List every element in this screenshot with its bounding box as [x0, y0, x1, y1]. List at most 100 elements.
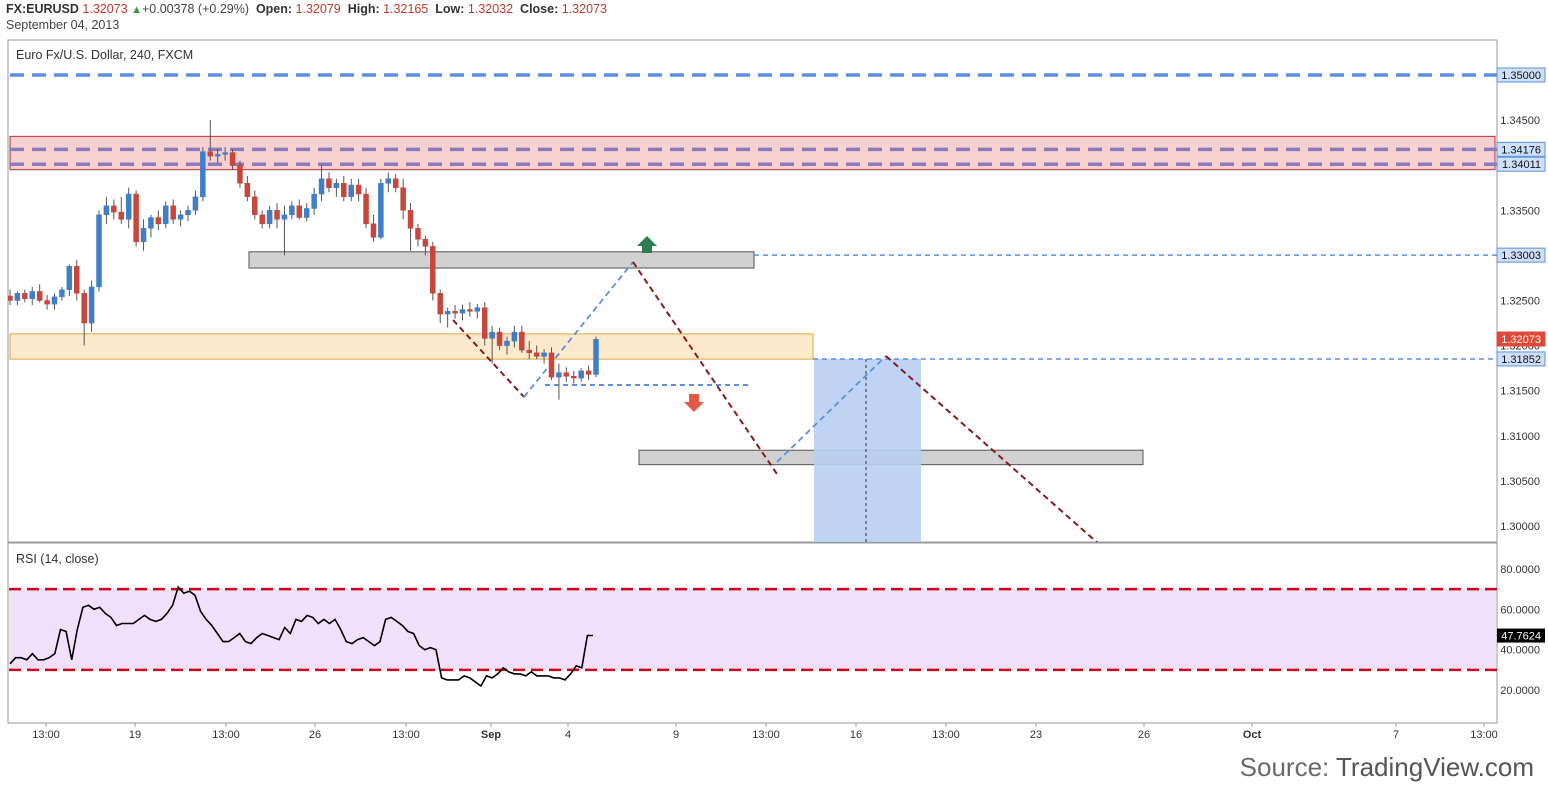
candle-body [533, 352, 540, 357]
candle [155, 210, 162, 231]
candle [36, 284, 43, 303]
candle [8, 289, 13, 306]
candle [192, 190, 199, 215]
close-value: 1.32073 [561, 2, 607, 16]
candle [437, 289, 443, 324]
candle [533, 345, 540, 360]
candle [207, 120, 214, 161]
candle-body [163, 205, 169, 225]
target-box [814, 358, 921, 542]
candle-body [585, 370, 592, 375]
price-pane-title: Euro Fx/U.S. Dollar, 240, FXCM [16, 48, 194, 62]
candle [96, 210, 102, 292]
candle-body [570, 376, 577, 379]
price-label-box [1496, 67, 1546, 83]
x-tick-label: 13:00 [32, 729, 60, 741]
candle-body [266, 210, 273, 225]
axes: 1.300001.305001.310001.315001.320001.325… [8, 67, 1546, 741]
x-tick-label: 13:00 [212, 729, 240, 741]
price-tick-label: 1.33500 [1500, 205, 1540, 217]
candle [370, 214, 377, 242]
x-tick-label: 26 [1138, 729, 1150, 741]
low-label: Low: [435, 2, 465, 16]
price-tick-label: 1.32500 [1500, 296, 1540, 308]
open-value: 1.32079 [295, 2, 341, 16]
bar-date: September 04, 2013 [6, 18, 120, 32]
zone-support [9, 333, 814, 360]
candle [430, 241, 436, 301]
candle [200, 147, 206, 202]
candle-body [200, 151, 206, 198]
candle-body [74, 265, 80, 294]
candle-body [259, 214, 265, 225]
price-label: 1.35000 [1501, 70, 1541, 82]
candle-body [422, 238, 429, 247]
candle-body [593, 339, 599, 375]
candle-body [103, 205, 110, 216]
candle-body [556, 372, 562, 378]
candle [415, 223, 421, 247]
candle-body [155, 217, 162, 225]
candle-body [489, 331, 495, 339]
candle [133, 190, 139, 247]
rsi-pane[interactable] [7, 542, 1498, 724]
candle-body [29, 291, 36, 299]
price-change: +0.00378 (+0.29%) [141, 2, 249, 16]
candle [326, 172, 332, 193]
candle [125, 187, 132, 229]
candle [333, 178, 340, 197]
candle [355, 178, 362, 202]
candle-body [59, 289, 65, 298]
change-up-icon: ▲ [131, 4, 142, 16]
candle [474, 304, 481, 319]
price-label-box [1496, 141, 1546, 157]
candle-body [281, 214, 288, 220]
candle [556, 363, 562, 400]
rsi-line [9, 585, 593, 688]
candle-body [400, 187, 406, 211]
zone-grey-upper [248, 251, 755, 269]
candle-body [229, 152, 236, 166]
candle-body [326, 178, 332, 188]
candle-body [296, 205, 303, 218]
rsi-tick-label: 80.0000 [1500, 564, 1540, 576]
price-label-box [1496, 331, 1546, 347]
price-tick-label: 1.30500 [1500, 476, 1540, 488]
candle-body [430, 246, 436, 294]
candle-body [111, 205, 117, 213]
candle [563, 367, 570, 382]
rsi-tick-label: 40.0000 [1500, 645, 1540, 657]
candle-body [22, 293, 28, 299]
candle-body [318, 178, 325, 195]
candle [296, 199, 303, 220]
candle-body [207, 151, 214, 157]
candle-body [378, 182, 384, 238]
candle [496, 327, 503, 351]
candle-body [51, 296, 58, 305]
open-label: Open: [255, 2, 293, 16]
close-label: Close: [520, 2, 559, 16]
candle [259, 210, 265, 229]
candle [163, 201, 169, 229]
candle [118, 196, 125, 224]
arrow-down-icon [684, 394, 704, 412]
candle-body [578, 370, 584, 379]
candle [303, 203, 310, 222]
candle-body [237, 164, 243, 184]
candle [111, 199, 117, 220]
high-value: 1.32165 [383, 2, 429, 16]
candle [222, 147, 228, 161]
candle-body [385, 178, 392, 184]
candle [511, 325, 518, 348]
rsi-tick-label: 20.0000 [1500, 685, 1540, 697]
price-pane[interactable] [7, 39, 1498, 545]
candle-body [459, 309, 466, 314]
candle-body [452, 311, 458, 314]
candle [519, 325, 525, 353]
candle [244, 176, 251, 202]
x-tick-label: 13:00 [1470, 729, 1498, 741]
price-label-box [1496, 156, 1546, 172]
candle-body [214, 154, 221, 157]
candle [570, 370, 577, 384]
